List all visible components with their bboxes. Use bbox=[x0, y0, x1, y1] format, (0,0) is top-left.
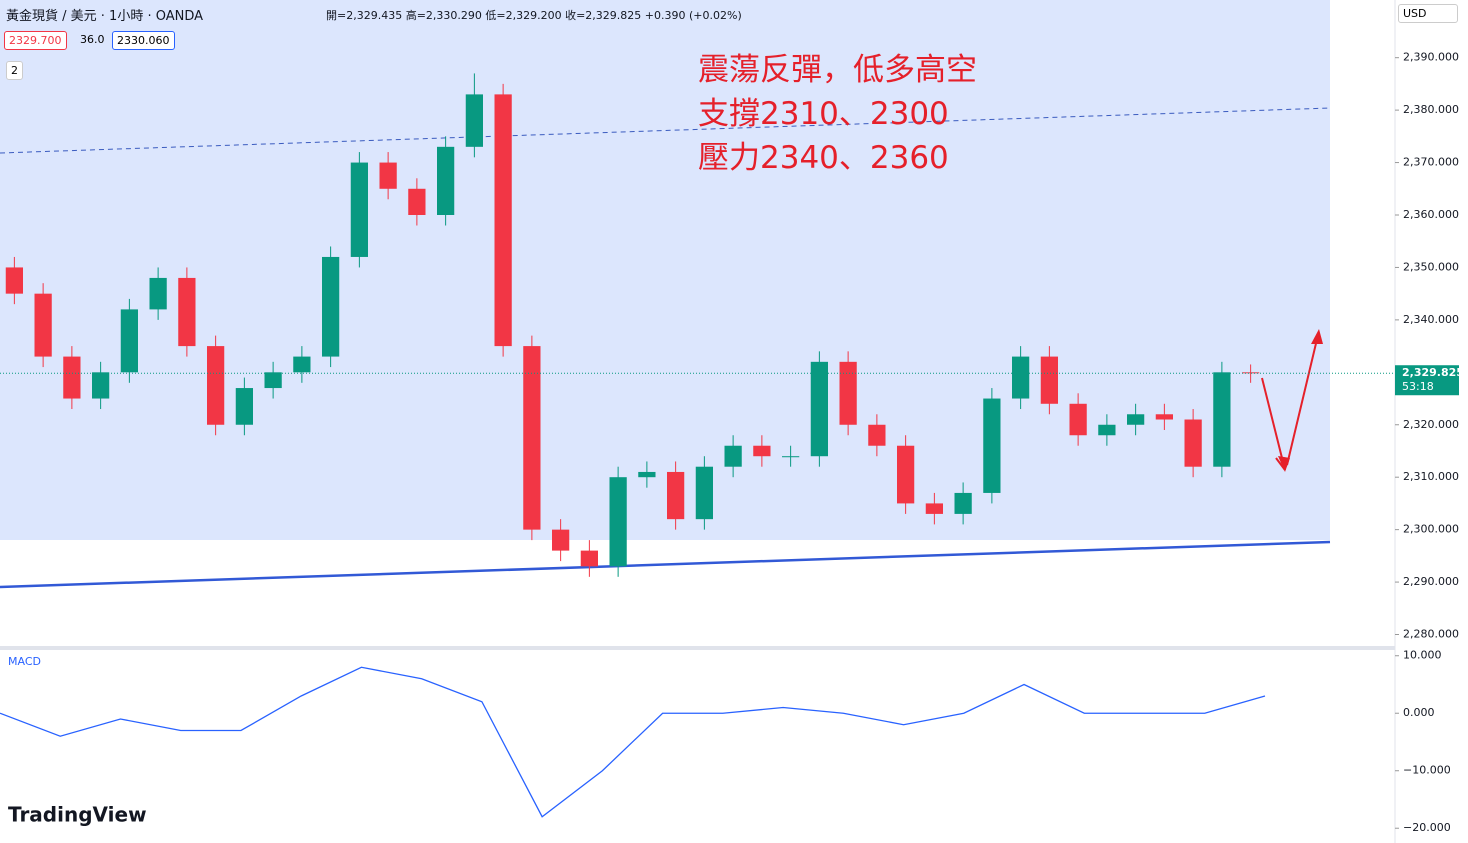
candle-body bbox=[149, 277, 167, 310]
candle-body bbox=[1069, 403, 1087, 436]
candle-body bbox=[1012, 356, 1030, 399]
spread: 36.0 bbox=[80, 33, 105, 46]
candle-body bbox=[408, 188, 426, 215]
y-tick-label: 2,280.000 bbox=[1403, 628, 1459, 641]
candle-body bbox=[235, 388, 253, 425]
y-tick-label: 2,300.000 bbox=[1403, 523, 1459, 536]
candle-body bbox=[810, 361, 828, 457]
y-tick-label: 2,350.000 bbox=[1403, 260, 1459, 273]
support-trendline bbox=[0, 540, 1331, 589]
y-tick-label: 2,340.000 bbox=[1403, 313, 1459, 326]
candle-body bbox=[868, 424, 886, 446]
legend-entry: MACD bbox=[8, 655, 41, 668]
annotation: 壓力2340、2360 bbox=[698, 140, 949, 176]
candle-body bbox=[1127, 414, 1145, 425]
arrow-head bbox=[1311, 329, 1323, 344]
annotation: 支撐2310、2300 bbox=[698, 96, 949, 132]
y-tick-label: 2,370.000 bbox=[1403, 156, 1459, 169]
y-tick-label: 2,360.000 bbox=[1403, 208, 1459, 221]
candle-body bbox=[207, 346, 225, 425]
resistance-dashed-line bbox=[0, 107, 1331, 154]
y-tick-label: 2,310.000 bbox=[1403, 470, 1459, 483]
arrow-head bbox=[1278, 456, 1290, 472]
candle-body bbox=[609, 477, 627, 567]
annotation: 震蕩反彈，低多高空 bbox=[698, 52, 977, 88]
y-tick-label: 0.000 bbox=[1403, 706, 1435, 719]
y-tick-label: 2,290.000 bbox=[1403, 575, 1459, 588]
countdown: 53:18 bbox=[1402, 380, 1434, 393]
candle-body bbox=[494, 94, 512, 347]
candle-body bbox=[523, 346, 541, 530]
y-tick-label: 2,390.000 bbox=[1403, 51, 1459, 64]
candle-body bbox=[839, 361, 857, 425]
last-price-label: 2,329.825 bbox=[1402, 366, 1464, 379]
y-tick-label: −20.000 bbox=[1403, 821, 1451, 834]
range-box bbox=[0, 0, 1330, 540]
y-tick-label: 10.000 bbox=[1403, 649, 1442, 662]
candle-body bbox=[1040, 356, 1058, 404]
candle-body bbox=[437, 146, 455, 215]
candle-body bbox=[695, 466, 713, 520]
candle-body bbox=[63, 356, 81, 399]
candle-body bbox=[5, 267, 23, 294]
y-tick-label: 2,380.000 bbox=[1403, 103, 1459, 116]
candle-body bbox=[925, 503, 943, 514]
sell-price[interactable]: 2329.700 bbox=[4, 31, 67, 50]
candle-body bbox=[1155, 414, 1173, 420]
candle-body bbox=[379, 162, 397, 189]
last-price-badge bbox=[1395, 365, 1459, 396]
macd-line bbox=[0, 666, 1266, 818]
candle-body bbox=[667, 471, 685, 520]
candle-body bbox=[350, 162, 368, 257]
logo: TradingView bbox=[8, 803, 147, 827]
candle-body bbox=[1242, 372, 1260, 374]
candle-body bbox=[897, 445, 915, 504]
candle-body bbox=[92, 372, 110, 399]
currency-select[interactable]: USD bbox=[1398, 4, 1458, 23]
y-tick-label: −10.000 bbox=[1403, 764, 1451, 777]
symbol[interactable]: 黃金現貨 / 美元 · 1小時 · OANDA bbox=[6, 9, 204, 24]
candle-body bbox=[1184, 419, 1202, 467]
indicator-toggle[interactable]: 2 bbox=[6, 61, 23, 80]
ohlc: 開=2,329.435 高=2,330.290 低=2,329.200 收=2,… bbox=[326, 9, 742, 22]
candle-body bbox=[34, 293, 52, 357]
candle-body bbox=[580, 550, 598, 567]
candle-body bbox=[782, 456, 800, 458]
y-tick-label: 2,320.000 bbox=[1403, 418, 1459, 431]
candle-body bbox=[724, 445, 742, 467]
candle-body bbox=[293, 356, 311, 373]
candle-body bbox=[1098, 424, 1116, 436]
candle-body bbox=[322, 256, 340, 357]
up-arrow bbox=[1286, 334, 1319, 466]
candle-body bbox=[954, 492, 972, 514]
candle-body bbox=[1213, 372, 1231, 467]
candle-body bbox=[264, 372, 282, 389]
candle-body bbox=[753, 445, 771, 457]
candle-body bbox=[638, 471, 656, 478]
candle-body bbox=[465, 94, 483, 147]
candle-body bbox=[983, 398, 1001, 493]
candle-body bbox=[178, 277, 196, 347]
candle-body bbox=[552, 529, 570, 551]
buy-price[interactable]: 2330.060 bbox=[112, 31, 175, 50]
candle-body bbox=[120, 309, 138, 373]
